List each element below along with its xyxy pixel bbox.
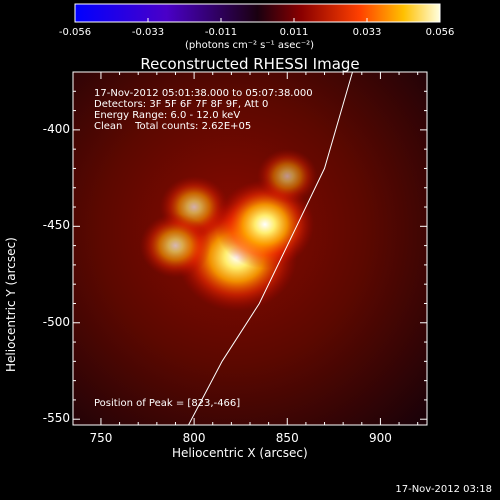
x-axis-label: Heliocentric X (arcsec) [172, 446, 308, 460]
info-line-counts: Clean Total counts: 2.62E+05 [94, 121, 252, 132]
y-tick-label: -400 [42, 121, 70, 136]
y-tick-label: -450 [42, 218, 70, 233]
chart-title: Reconstructed RHESSI Image [140, 55, 360, 73]
info-line-time: 17-Nov-2012 05:01:38.000 to 05:07:38.000 [94, 88, 313, 99]
colorbar-unit: (photons cm⁻² s⁻¹ asec⁻²) [185, 40, 315, 51]
colorbar-tick-label: -0.056 [58, 27, 92, 38]
emission-source [139, 213, 212, 278]
emission-source [257, 149, 318, 204]
x-tick-label: 750 [89, 431, 113, 445]
colorbar-ticks [74, 18, 441, 22]
timestamp: 17-Nov-2012 03:18 [395, 484, 492, 495]
colorbar [74, 3, 441, 23]
x-tick-label: 850 [275, 431, 299, 445]
y-tick-label: -550 [42, 411, 70, 426]
peak-position-label: Position of Peak = [823,-466] [94, 398, 241, 409]
info-line-detectors: Detectors: 3F 5F 6F 7F 8F 9F, Att 0 [94, 99, 269, 110]
info-line-energy: Energy Range: 6.0 - 12.0 keV [94, 110, 241, 121]
axis-ticks [73, 72, 427, 425]
colorbar-tick-label: 0.011 [279, 27, 309, 38]
y-tick-label: -500 [42, 314, 70, 329]
x-tick-label: 800 [182, 431, 206, 445]
x-tick-label: 900 [368, 431, 392, 445]
colorbar-tick-label: -0.033 [131, 27, 165, 38]
solar-limb-line [188, 72, 353, 425]
emission-sources [139, 149, 318, 312]
colorbar-tick-label: 0.033 [352, 27, 382, 38]
colorbar-tick-label: 0.056 [425, 27, 455, 38]
y-axis-label: Heliocentric Y (arcsec) [4, 237, 18, 372]
colorbar-tick-label: -0.011 [204, 27, 238, 38]
